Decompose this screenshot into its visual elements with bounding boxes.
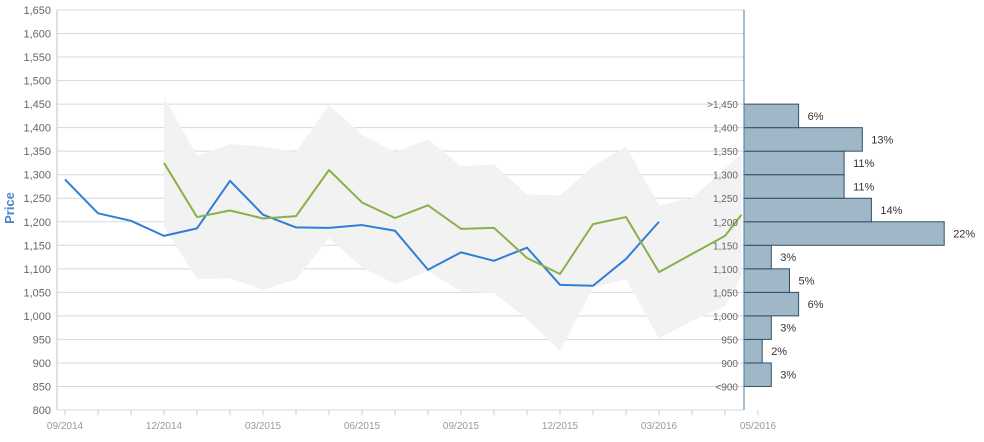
y-tick-label: 1,550 [23, 52, 51, 64]
x-tick-label: 09/2015 [443, 421, 480, 432]
histogram-bucket-label: 1,050 [713, 288, 738, 299]
x-tick-label: 12/2015 [542, 421, 579, 432]
histogram-bar [743, 291, 800, 317]
histogram-bucket-label: 1,100 [713, 265, 738, 276]
histogram-bucket-label: 1,000 [713, 312, 738, 323]
x-tick-label: 03/2016 [641, 421, 678, 432]
y-tick-label: 1,450 [23, 99, 51, 111]
y-tick-label: 1,400 [23, 123, 51, 135]
histogram-bar [743, 221, 945, 246]
histogram-bar [743, 197, 872, 223]
y-tick-label: 900 [33, 358, 51, 370]
histogram-bar [743, 174, 845, 199]
histogram-bar [743, 268, 790, 293]
series-line-1 [64, 178, 660, 287]
histogram-percent-label: 3% [780, 323, 796, 335]
histogram-bucket-label: 1,200 [713, 218, 738, 229]
x-tick-label: 12/2014 [146, 421, 183, 432]
x-tick-label: 09/2014 [47, 421, 84, 432]
y-tick-label: 1,300 [23, 170, 51, 182]
x-tick-label: 05/2016 [740, 421, 777, 432]
y-tick-label: 800 [33, 405, 51, 417]
histogram-percent-label: 13% [871, 134, 893, 146]
y-tick-label: 950 [33, 334, 51, 346]
histogram-bucket-label: 1,250 [713, 194, 738, 205]
y-tick-label: 850 [33, 381, 51, 393]
histogram-bucket-label: 1,300 [713, 171, 738, 182]
y-tick-label: 1,100 [23, 264, 51, 276]
histogram-bucket-label: 1,400 [713, 124, 738, 135]
histogram-bucket-label: 950 [721, 335, 738, 346]
histogram: <900 3% 900 2% 950 3% 1,000 6% 1,050 5% 1,100 3% 1,1… [707, 100, 975, 393]
histogram-percent-label: 11% [853, 158, 874, 170]
histogram-bar [743, 127, 863, 152]
histogram-bucket-label: 1,350 [713, 147, 738, 158]
histogram-bar [743, 338, 763, 364]
histogram-percent-label: 22% [953, 229, 975, 241]
histogram-percent-label: 5% [799, 276, 815, 288]
y-tick-label: 1,250 [23, 193, 51, 205]
y-tick-label: 1,050 [23, 287, 51, 299]
histogram-bar [743, 150, 845, 176]
y-tick-label: 1,500 [23, 76, 51, 88]
histogram-percent-label: 3% [780, 370, 796, 382]
histogram-bucket-label: >1,450 [707, 100, 738, 111]
x-tick-label: 06/2015 [344, 421, 381, 432]
x-tick-label: 03/2015 [245, 421, 282, 432]
histogram-percent-label: 2% [771, 346, 787, 358]
histogram-bar [743, 244, 772, 270]
histogram-percent-label: 3% [780, 252, 796, 264]
histogram-percent-label: 6% [808, 111, 824, 123]
y-tick-label: 1,150 [23, 240, 51, 252]
series-line-2 [163, 162, 743, 275]
histogram-bucket-label: 900 [721, 359, 738, 370]
histogram-percent-label: 11% [853, 181, 874, 193]
y-axis-title: Price [2, 192, 17, 224]
axes: 800 850 900 950 1,000 1,050 1,100 1,150 1,200 1,2… [23, 5, 776, 432]
y-tick-label: 1,350 [23, 146, 51, 158]
series-lines [64, 162, 743, 287]
histogram-percent-label: 14% [880, 205, 902, 217]
histogram-bucket-label: <900 [715, 382, 738, 393]
histogram-bar [743, 362, 772, 387]
y-tick-label: 1,650 [23, 5, 51, 17]
y-tick-label: 1,200 [23, 217, 51, 229]
y-tick-label: 1,000 [23, 311, 51, 323]
histogram-bar [743, 315, 772, 340]
histogram-percent-label: 6% [808, 299, 824, 311]
histogram-bar [743, 103, 800, 129]
y-tick-label: 1,600 [23, 29, 51, 41]
histogram-bucket-label: 1,150 [713, 241, 738, 252]
